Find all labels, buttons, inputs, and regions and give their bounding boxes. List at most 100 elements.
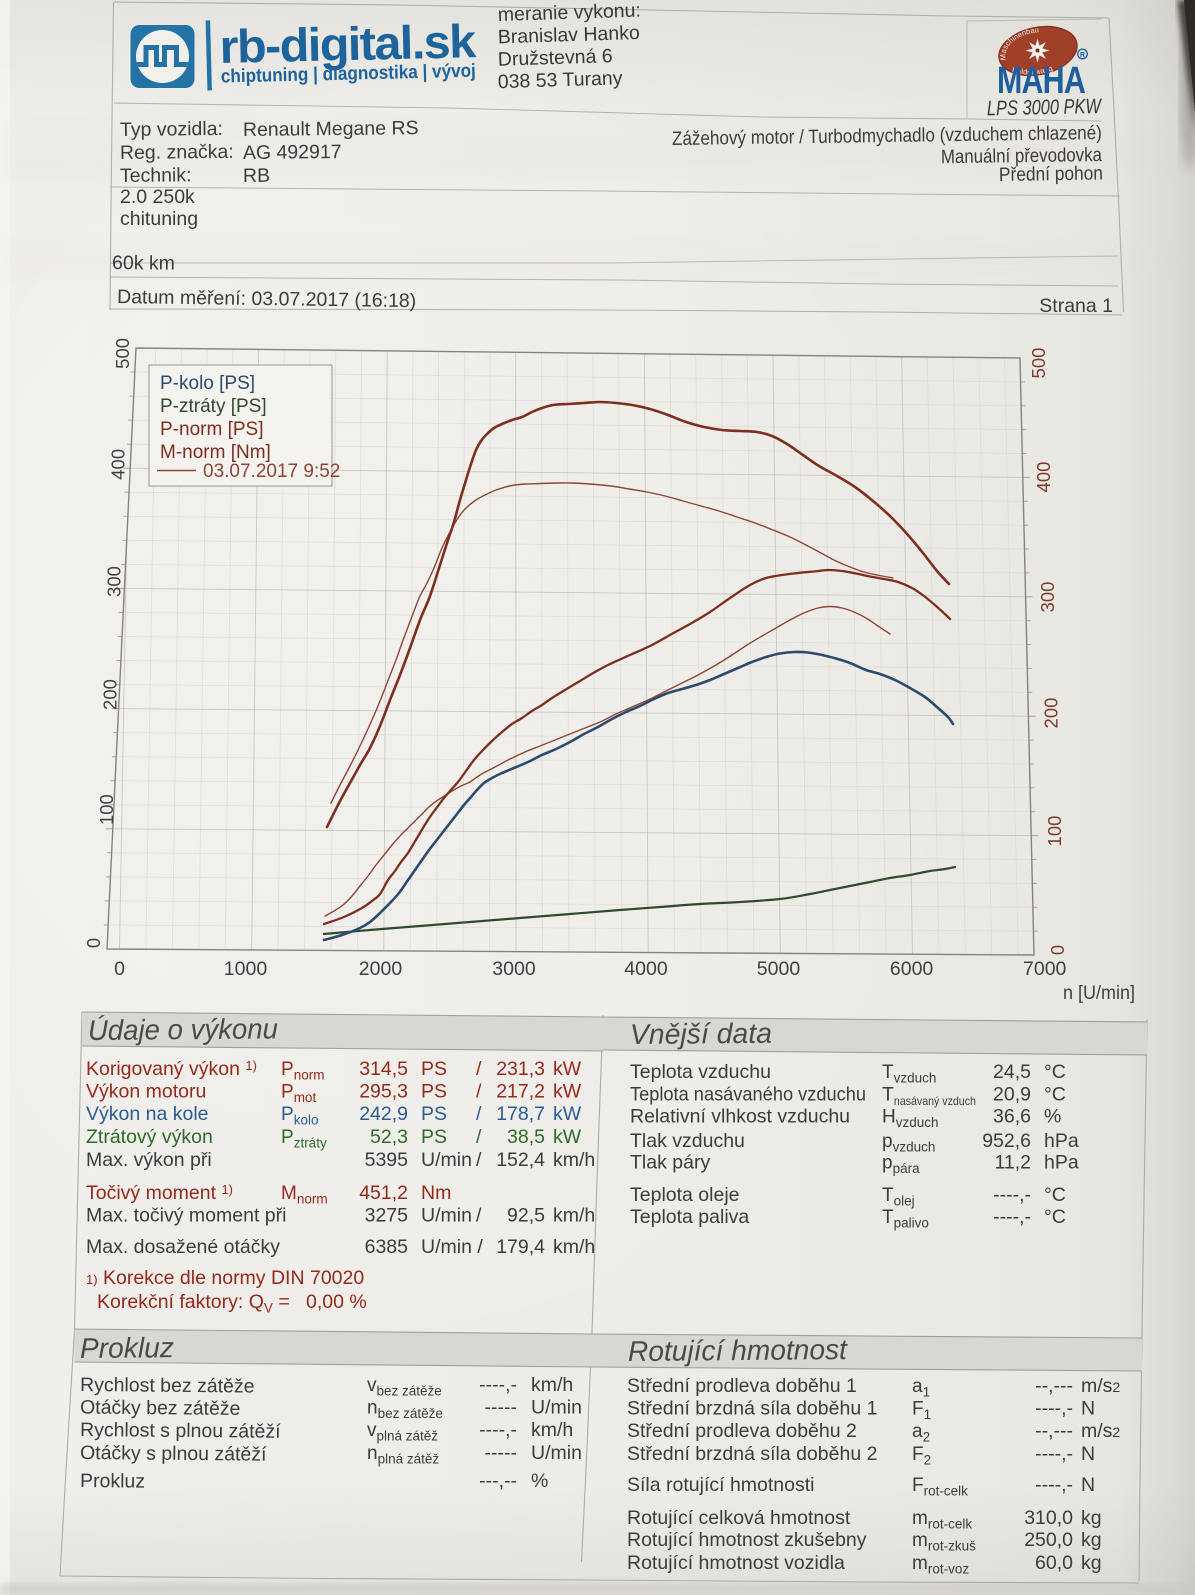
svg-text:0: 0: [1047, 945, 1068, 955]
svg-text:038 53 Turany: 038 53 Turany: [497, 67, 623, 93]
svg-text:36,6: 36,6: [993, 1106, 1031, 1128]
svg-text:Technik:: Technik:: [120, 164, 192, 187]
svg-text:meranie vykonu:: meranie vykonu:: [497, 0, 641, 26]
svg-text:----,-: ----,-: [1035, 1474, 1073, 1496]
svg-text:kg: kg: [1081, 1529, 1102, 1551]
svg-text:Rychlost bez zátěže: Rychlost bez zátěže: [80, 1374, 255, 1398]
svg-text:500: 500: [1028, 348, 1049, 379]
svg-text:300: 300: [1037, 582, 1058, 613]
svg-text:km/h: km/h: [553, 1205, 595, 1227]
svg-text:100: 100: [1044, 816, 1065, 847]
svg-text:--,---: --,---: [1035, 1375, 1073, 1397]
svg-text:Střední brzdná síla doběhu 1: Střední brzdná síla doběhu 1: [627, 1398, 877, 1420]
svg-text:----,-: ----,-: [479, 1374, 517, 1396]
svg-text:Točivý moment 1): Točivý moment 1): [86, 1182, 233, 1204]
svg-text:Korigovaný výkon 1): Korigovaný výkon 1): [86, 1058, 257, 1080]
svg-text:2000: 2000: [359, 958, 403, 980]
svg-text:Výkon motoru: Výkon motoru: [86, 1081, 206, 1103]
svg-text:Teplota nasávaného vzduchu: Teplota nasávaného vzduchu: [630, 1084, 866, 1106]
svg-text:R: R: [1080, 52, 1085, 59]
svg-text:Renault Megane RS: Renault Megane RS: [243, 117, 419, 141]
svg-text:U/min: U/min: [421, 1149, 472, 1171]
svg-text:-----: -----: [485, 1442, 517, 1464]
svg-text:Prokluz: Prokluz: [80, 1470, 145, 1493]
svg-text:----,-: ----,-: [993, 1184, 1031, 1206]
svg-text:400: 400: [107, 449, 128, 480]
svg-text:U/min: U/min: [531, 1442, 582, 1464]
svg-text:179,4: 179,4: [496, 1236, 545, 1258]
svg-text:km/h: km/h: [531, 1419, 573, 1441]
svg-text:Korekční faktory: QV = 0,00: Korekční faktory: QV = 0,00 %: [97, 1291, 367, 1316]
svg-text:Tlak páry: Tlak páry: [630, 1152, 710, 1174]
svg-text:5000: 5000: [757, 958, 801, 980]
svg-text:Reg. značka:: Reg. značka:: [120, 141, 234, 164]
svg-text:Vnější data: Vnější data: [630, 1018, 772, 1051]
svg-text:AG 492917: AG 492917: [243, 141, 342, 164]
svg-text:Teplota vzduchu: Teplota vzduchu: [630, 1061, 771, 1083]
svg-text:Teplota oleje: Teplota oleje: [630, 1184, 740, 1206]
svg-text:kg: kg: [1081, 1507, 1102, 1529]
svg-text:231,3: 231,3: [496, 1058, 545, 1080]
svg-text:242,9: 242,9: [359, 1103, 408, 1125]
svg-text:38,5: 38,5: [507, 1126, 545, 1148]
svg-text:152,4: 152,4: [496, 1149, 545, 1171]
svg-text:Relativní vlhkost vzduchu: Relativní vlhkost vzduchu: [630, 1106, 850, 1128]
svg-text:hPa: hPa: [1044, 1152, 1079, 1174]
svg-text:300: 300: [103, 566, 124, 597]
svg-text:P-kolo [PS]: P-kolo [PS]: [160, 373, 255, 394]
svg-text:MAHA: MAHA: [997, 60, 1085, 102]
svg-text:%: %: [531, 1470, 548, 1492]
svg-text:Družstevná 6: Družstevná 6: [497, 45, 613, 71]
svg-text:100: 100: [96, 794, 117, 825]
svg-text:km/h: km/h: [531, 1374, 573, 1396]
svg-text:Teplota paliva: Teplota paliva: [630, 1206, 749, 1228]
svg-text:kW: kW: [553, 1103, 582, 1125]
svg-text:----,-: ----,-: [1035, 1443, 1073, 1465]
svg-text:PS: PS: [421, 1103, 447, 1125]
svg-text:Max. dosažené otáčky: Max. dosažené otáčky: [86, 1236, 280, 1258]
svg-text:500: 500: [112, 338, 133, 369]
svg-text:°C: °C: [1044, 1061, 1066, 1083]
svg-text:310,0: 310,0: [1024, 1507, 1073, 1529]
svg-text:Typ vozidla:: Typ vozidla:: [120, 118, 223, 141]
svg-text:6385: 6385: [365, 1236, 409, 1258]
svg-text:314,5: 314,5: [359, 1058, 408, 1080]
svg-text:----,-: ----,-: [1035, 1398, 1073, 1420]
svg-text:P-ztráty [PS]: P-ztráty [PS]: [160, 396, 267, 417]
svg-text:Střední prodleva doběhu 2: Střední prodleva doběhu 2: [627, 1420, 857, 1442]
svg-text:4000: 4000: [624, 958, 668, 980]
svg-text:Rotující hmotnost zkušebny: Rotující hmotnost zkušebny: [627, 1529, 867, 1551]
svg-text:°C: °C: [1044, 1184, 1066, 1206]
svg-text:Strana 1: Strana 1: [1039, 295, 1113, 317]
svg-text:Datum měření: 03.07.2017 (16:1: Datum měření: 03.07.2017 (16:18): [117, 286, 416, 312]
svg-text:2.0 250k: 2.0 250k: [120, 186, 195, 208]
svg-text:N: N: [1081, 1398, 1095, 1420]
svg-text:52,3: 52,3: [370, 1126, 408, 1148]
svg-text:Výkon na kole: Výkon na kole: [86, 1103, 209, 1125]
svg-text:hPa: hPa: [1044, 1130, 1079, 1152]
svg-text:Údaje o výkonu: Údaje o výkonu: [88, 1013, 278, 1047]
svg-text:451,2: 451,2: [359, 1182, 408, 1204]
svg-text:U/min: U/min: [421, 1205, 472, 1227]
svg-text:Tlak vzduchu: Tlak vzduchu: [630, 1130, 745, 1152]
svg-text:1) Korekce dle normy DIN 70020: 1) Korekce dle normy DIN 70020: [86, 1267, 364, 1289]
svg-text:/: /: [476, 1081, 482, 1103]
svg-text:1000: 1000: [224, 958, 268, 980]
svg-text:rb-digital.sk: rb-digital.sk: [219, 14, 478, 73]
svg-text:----,-: ----,-: [993, 1206, 1031, 1228]
svg-text:--,---: --,---: [1035, 1420, 1073, 1442]
svg-text:Nm: Nm: [421, 1182, 451, 1204]
svg-text:Rotující hmotnost: Rotující hmotnost: [628, 1334, 848, 1368]
svg-text:N: N: [1081, 1443, 1095, 1465]
svg-text:%: %: [1044, 1106, 1061, 1128]
svg-text:kW: kW: [553, 1081, 582, 1103]
svg-text:/: /: [476, 1205, 482, 1227]
svg-text:P-norm [PS]: P-norm [PS]: [160, 419, 263, 440]
svg-text:Ztrátový výkon: Ztrátový výkon: [86, 1126, 213, 1148]
svg-text:Max. výkon při: Max. výkon při: [86, 1149, 212, 1171]
svg-text:250,0: 250,0: [1024, 1529, 1073, 1551]
svg-text:24,5: 24,5: [993, 1061, 1031, 1083]
svg-text:---,--: ---,--: [479, 1470, 517, 1492]
svg-text:Rychlost s plnou zátěží: Rychlost s plnou zátěží: [80, 1419, 281, 1443]
svg-text:°C: °C: [1044, 1084, 1066, 1106]
